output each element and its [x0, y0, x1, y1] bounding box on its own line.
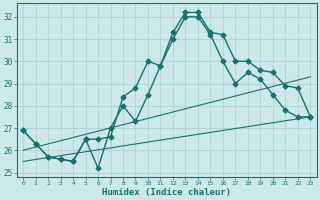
X-axis label: Humidex (Indice chaleur): Humidex (Indice chaleur) [102, 188, 231, 197]
